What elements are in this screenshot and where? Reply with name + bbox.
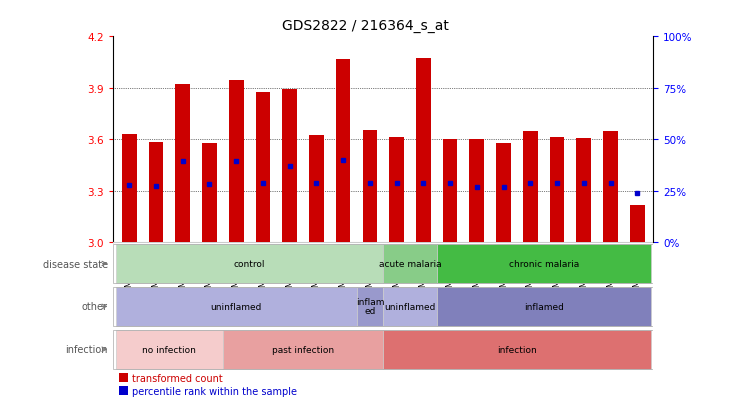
Bar <box>437 244 650 283</box>
Bar <box>309 135 323 242</box>
Bar <box>228 81 244 242</box>
Bar <box>116 330 223 369</box>
Text: disease state: disease state <box>42 259 108 269</box>
Text: control: control <box>234 259 265 268</box>
Bar <box>469 140 484 242</box>
Text: inflamed: inflamed <box>523 302 564 311</box>
Bar <box>383 287 437 326</box>
Bar <box>255 93 270 242</box>
Bar <box>383 330 650 369</box>
Bar <box>496 144 511 242</box>
Bar <box>149 142 164 242</box>
Bar <box>630 206 645 242</box>
Bar <box>118 386 128 395</box>
Bar <box>175 85 190 242</box>
Bar <box>363 131 377 242</box>
Text: chronic malaria: chronic malaria <box>509 259 579 268</box>
Bar <box>122 135 137 242</box>
Bar <box>416 59 431 242</box>
Bar <box>118 373 128 382</box>
Bar <box>336 59 350 242</box>
Bar <box>356 287 383 326</box>
Bar <box>443 140 458 242</box>
Bar <box>523 132 538 242</box>
Text: percentile rank within the sample: percentile rank within the sample <box>132 386 297 396</box>
Bar <box>603 132 618 242</box>
Bar <box>202 144 217 242</box>
Text: transformed count: transformed count <box>132 373 223 383</box>
Bar <box>283 90 297 242</box>
Bar <box>437 287 650 326</box>
Bar <box>389 137 404 242</box>
Text: acute malaria: acute malaria <box>379 259 442 268</box>
Text: uninflamed: uninflamed <box>384 302 436 311</box>
Text: inflam
ed: inflam ed <box>356 298 384 316</box>
Text: past infection: past infection <box>272 345 334 354</box>
Text: other: other <box>82 301 108 312</box>
Text: no infection: no infection <box>142 345 196 354</box>
Bar <box>116 244 383 283</box>
Text: uninflamed: uninflamed <box>210 302 262 311</box>
Bar <box>383 244 437 283</box>
Bar <box>223 330 383 369</box>
Text: infection: infection <box>497 345 537 354</box>
Bar <box>577 139 591 242</box>
Text: infection: infection <box>65 344 108 354</box>
Text: GDS2822 / 216364_s_at: GDS2822 / 216364_s_at <box>282 19 448 33</box>
Bar <box>116 287 356 326</box>
Bar <box>550 137 564 242</box>
